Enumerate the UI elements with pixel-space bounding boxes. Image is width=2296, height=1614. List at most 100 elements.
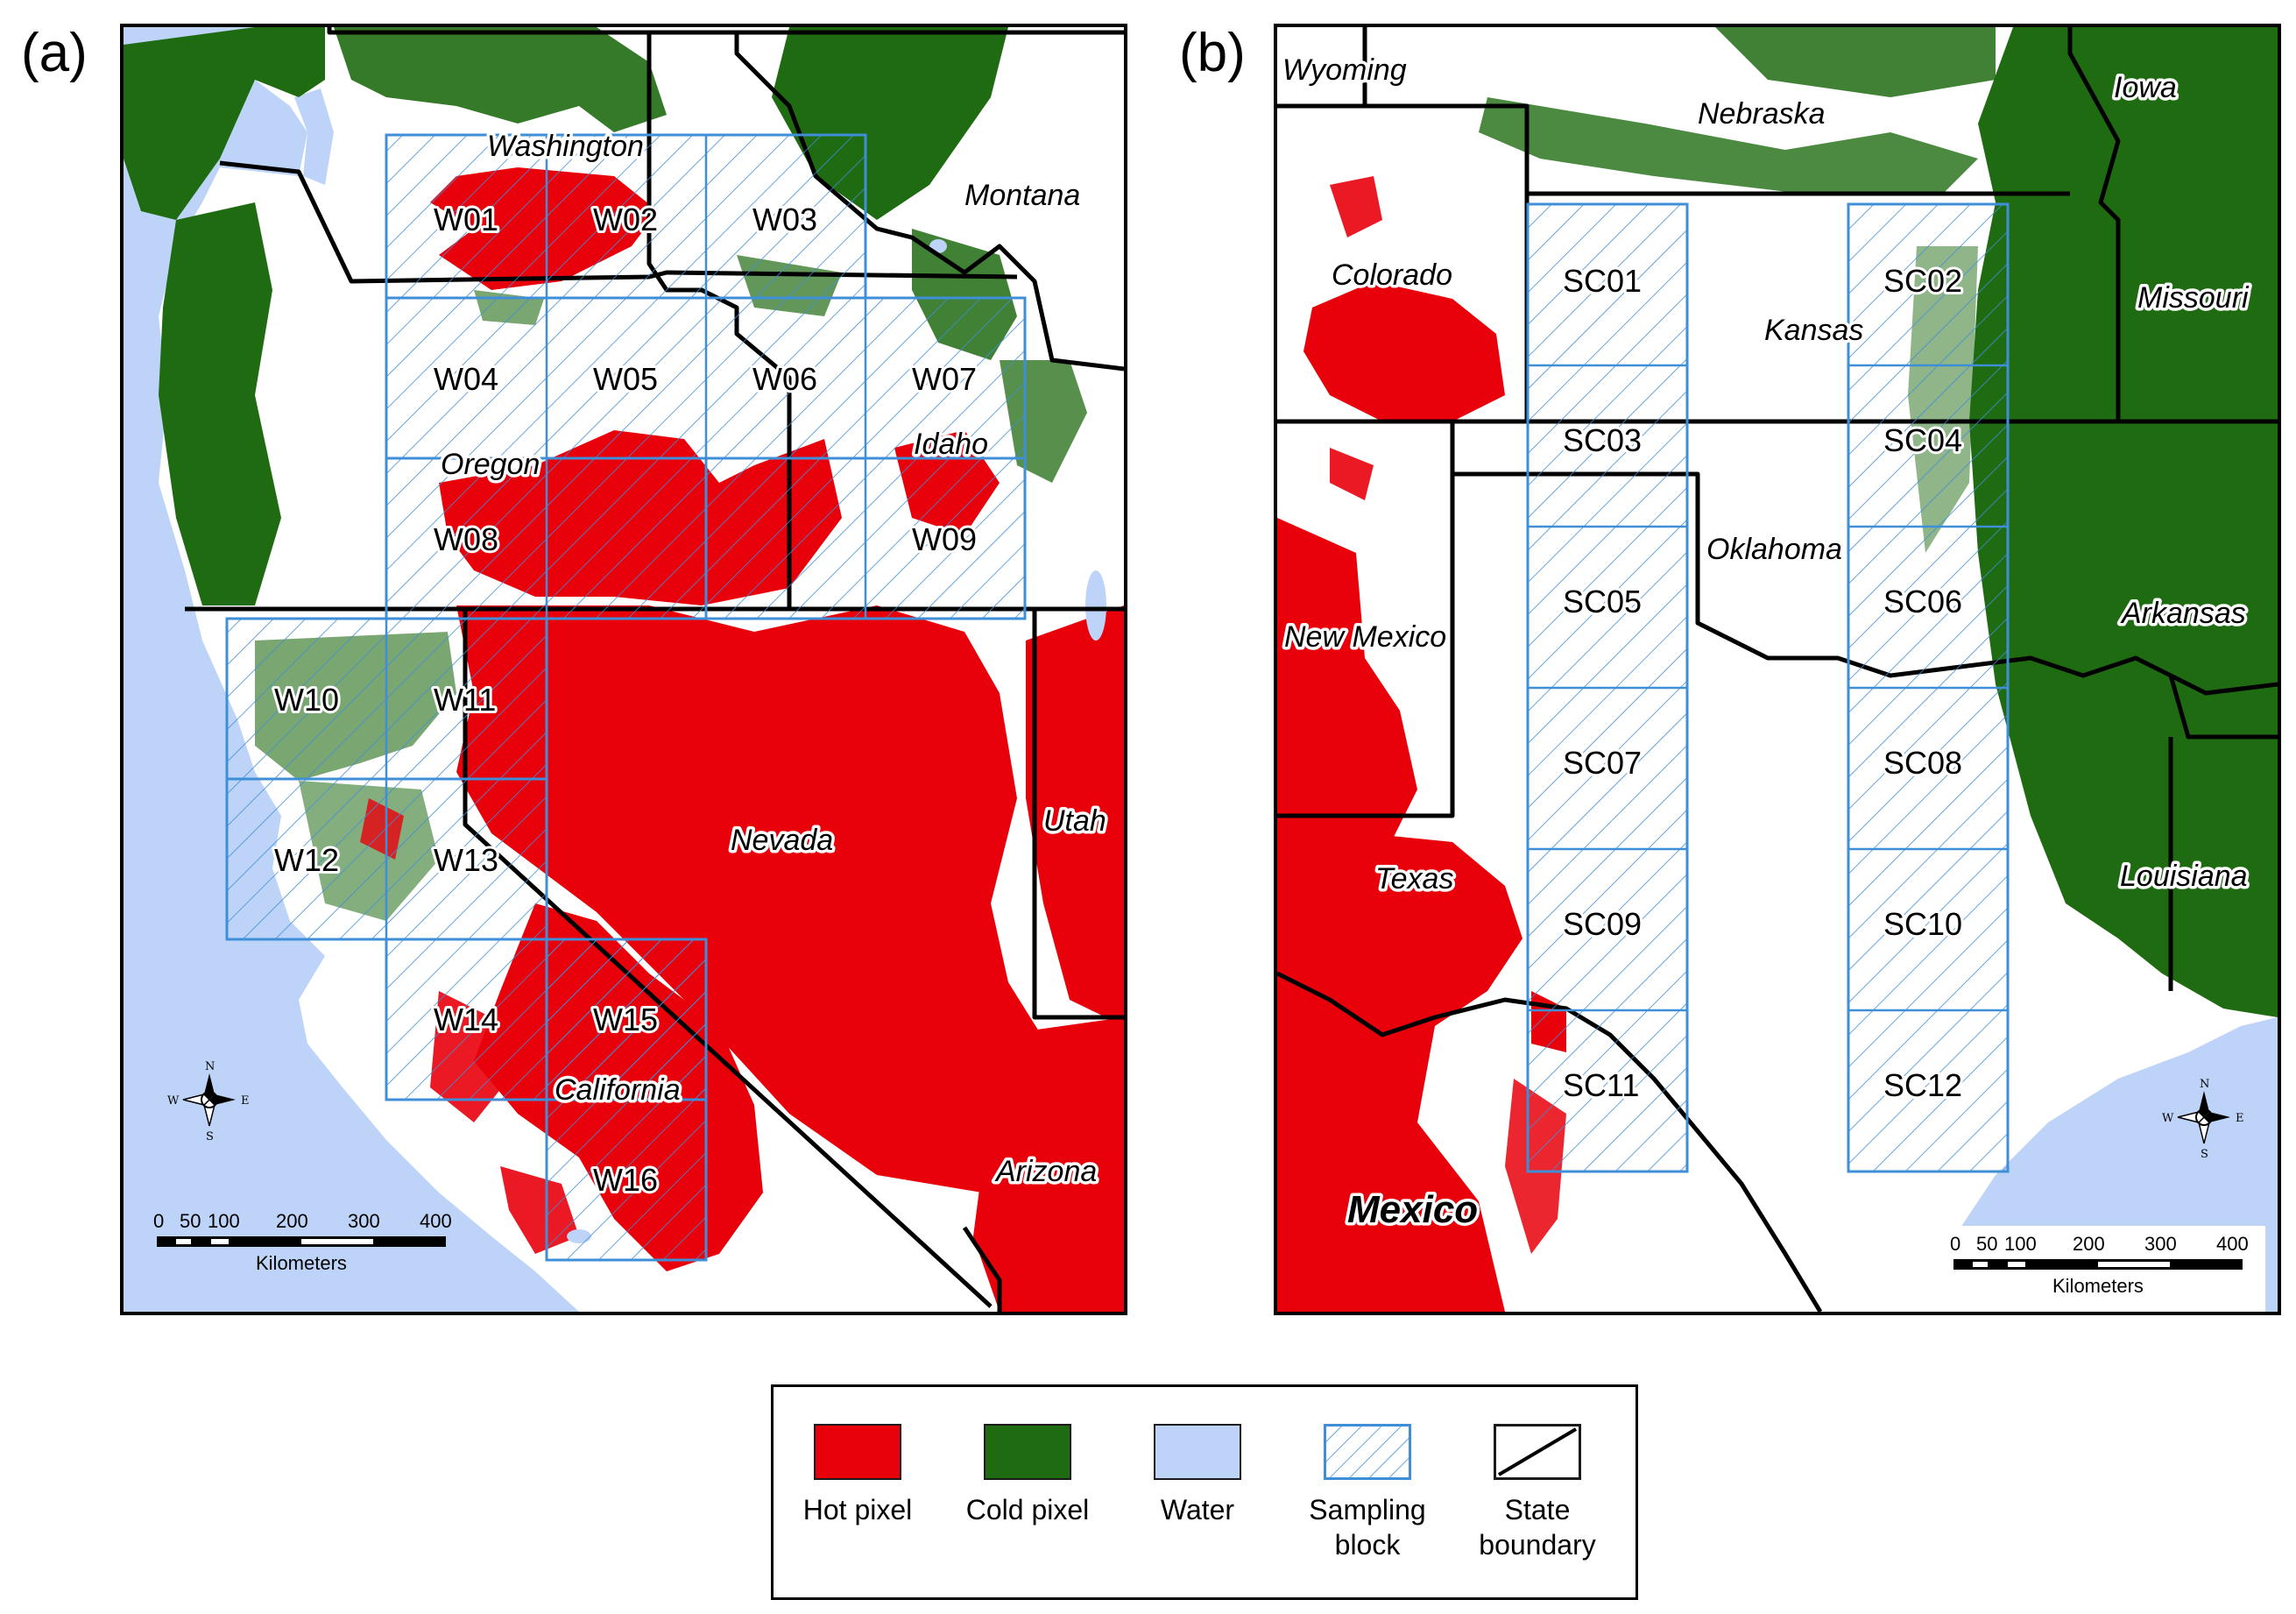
legend-item-hot-pixel: Hot pixel (779, 1424, 936, 1527)
block-w03: W03 (752, 202, 817, 237)
label-new-mexico: New Mexico (1284, 620, 1446, 654)
label-washington: Washington (487, 130, 644, 163)
sampling-block-dividers-b (1528, 364, 2008, 1012)
legend-label-sampling-block: Sampling block (1309, 1494, 1426, 1561)
scale-b-unit: Kilometers (2052, 1275, 2144, 1297)
scale-b-tick-50: 50 (1976, 1233, 1997, 1255)
block-sc02: SC02 (1883, 263, 1962, 299)
block-w01: W01 (434, 202, 498, 237)
scale-bar-a: 0 50 100 200 300 400 Kilometers (153, 1210, 452, 1274)
block-sc07: SC07 (1563, 745, 1642, 781)
block-sc10: SC10 (1883, 906, 1962, 942)
label-arizona: Arizona (994, 1155, 1097, 1188)
label-utah: Utah (1043, 804, 1106, 838)
sampling-block-dividers-a (227, 135, 867, 1101)
block-w15: W15 (593, 1002, 658, 1037)
scale-b-tick-100: 100 (2004, 1233, 2037, 1255)
block-w08: W08 (434, 521, 498, 557)
state-labels-a: Washington Montana Idaho Oregon Nevada U… (438, 127, 1110, 1192)
scale-tick-400: 400 (420, 1210, 452, 1232)
map-legend: Hot pixel Cold pixel Water Sampling bloc… (771, 1384, 1638, 1600)
label-iowa: Iowa (2114, 71, 2177, 104)
block-w14: W14 (434, 1002, 498, 1037)
legend-label-hot-pixel: Hot pixel (802, 1494, 913, 1526)
legend-label-cold-pixel: Cold pixel (965, 1494, 1090, 1526)
label-colorado: Colorado (1332, 258, 1452, 292)
scale-tick-200: 200 (276, 1210, 308, 1232)
legend-swatch-water (1154, 1424, 1241, 1480)
compass-b-n: N (2200, 1078, 2209, 1091)
scale-tick-100: 100 (208, 1210, 240, 1232)
label-louisiana: Louisiana (2120, 860, 2248, 893)
block-sc04: SC04 (1883, 422, 1962, 458)
map-panel-a: Washington Montana Idaho Oregon Nevada U… (120, 24, 1127, 1315)
label-idaho: Idaho (914, 428, 988, 461)
block-sc12: SC12 (1883, 1067, 1962, 1103)
label-nebraska: Nebraska (1698, 97, 1826, 131)
legend-label-state-boundary: State boundary (1479, 1494, 1596, 1561)
label-oregon: Oregon (441, 448, 540, 481)
compass-b-s: S (2201, 1148, 2208, 1161)
label-texas: Texas (1375, 862, 1453, 895)
panel-a-letter: (a) (21, 23, 88, 83)
label-nevada: Nevada (731, 824, 833, 857)
block-w10: W10 (274, 682, 339, 718)
scale-bar-b: 0 50 100 200 300 400 Kilometers (1938, 1226, 2265, 1312)
scale-tick-0: 0 (153, 1210, 164, 1232)
map-panel-b: Wyoming Nebraska Iowa Colorado Kansas Mi… (1274, 24, 2281, 1315)
block-sc11: SC11 (1563, 1067, 1639, 1103)
block-w07: W07 (912, 361, 977, 397)
legend-swatch-hot-pixel (814, 1424, 901, 1480)
scale-b-tick-400: 400 (2216, 1233, 2249, 1255)
compass-icon-b: N S E W (2162, 1078, 2244, 1161)
compass-icon-a: N S E W (167, 1060, 250, 1143)
legend-item-state-boundary: State boundary (1459, 1424, 1616, 1562)
block-w13: W13 (434, 842, 498, 878)
block-sc06: SC06 (1883, 584, 1962, 619)
legend-item-sampling-block: Sampling block (1289, 1424, 1446, 1562)
block-w16: W16 (593, 1162, 658, 1198)
block-labels-a: W01 W02 W03 W04 W05 W06 W07 W08 W09 W10 … (272, 199, 979, 1200)
block-w12: W12 (274, 842, 339, 878)
panel-b-letter: (b) (1179, 23, 1246, 83)
label-kansas: Kansas (1764, 314, 1863, 347)
compass-n: N (205, 1060, 215, 1073)
block-w02: W02 (593, 202, 658, 237)
compass-b-e: E (2236, 1112, 2244, 1125)
legend-swatch-state-boundary (1494, 1424, 1581, 1480)
legend-item-cold-pixel: Cold pixel (949, 1424, 1106, 1527)
block-sc08: SC08 (1883, 745, 1962, 781)
block-sc09: SC09 (1563, 906, 1642, 942)
block-w04: W04 (434, 361, 498, 397)
label-wyoming: Wyoming (1282, 53, 1407, 87)
label-montana: Montana (964, 179, 1080, 212)
label-oklahoma: Oklahoma (1706, 533, 1842, 566)
scale-b-tick-200: 200 (2073, 1233, 2105, 1255)
scale-tick-50: 50 (180, 1210, 201, 1232)
legend-label-water: Water (1160, 1494, 1235, 1526)
state-boundaries-b (1277, 27, 2278, 1312)
scale-b-tick-300: 300 (2144, 1233, 2177, 1255)
block-w09: W09 (912, 521, 977, 557)
puget-sound (294, 88, 334, 185)
label-mexico: Mexico (1347, 1188, 1478, 1231)
block-sc05: SC05 (1563, 584, 1642, 619)
compass-b-w: W (2162, 1112, 2174, 1125)
label-california: California (555, 1073, 681, 1107)
legend-swatch-sampling-block (1324, 1424, 1411, 1480)
scale-tick-300: 300 (348, 1210, 380, 1232)
legend-item-water: Water (1119, 1424, 1276, 1527)
label-arkansas: Arkansas (2120, 597, 2246, 630)
block-w11: W11 (434, 682, 496, 718)
block-labels-b: SC01 SC02 SC03 SC04 SC05 SC06 SC07 SC08 … (1560, 260, 1965, 1106)
scale-unit: Kilometers (256, 1252, 347, 1274)
block-sc03: SC03 (1563, 422, 1642, 458)
compass-s: S (206, 1130, 214, 1143)
compass-w: W (167, 1094, 180, 1108)
compass-e: E (241, 1094, 250, 1108)
scale-b-tick-0: 0 (1950, 1233, 1960, 1255)
block-sc01: SC01 (1563, 263, 1642, 299)
block-w06: W06 (752, 361, 817, 397)
block-w05: W05 (593, 361, 658, 397)
state-labels-b: Wyoming Nebraska Iowa Colorado Kansas Mi… (1280, 51, 2253, 1235)
